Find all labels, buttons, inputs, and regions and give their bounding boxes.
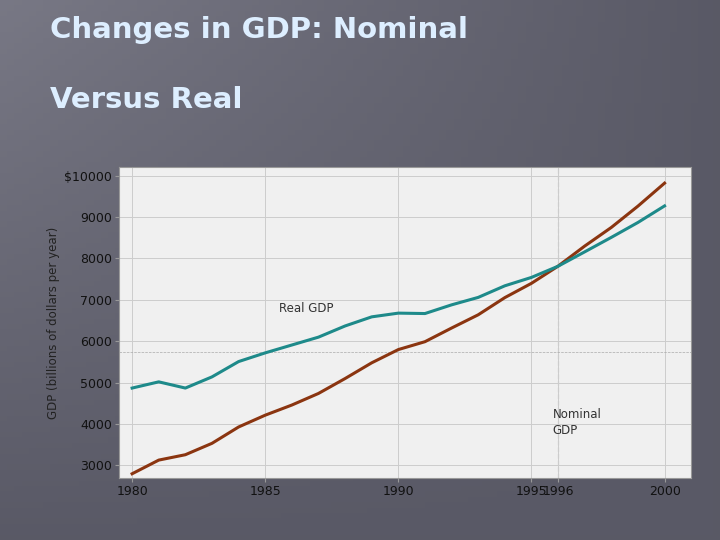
Y-axis label: GDP (billions of dollars per year): GDP (billions of dollars per year) (47, 226, 60, 419)
Text: Changes in GDP: Nominal: Changes in GDP: Nominal (50, 16, 469, 44)
Text: Versus Real: Versus Real (50, 86, 243, 114)
Text: Real GDP: Real GDP (279, 302, 333, 315)
Text: Nominal
GDP: Nominal GDP (553, 408, 602, 436)
